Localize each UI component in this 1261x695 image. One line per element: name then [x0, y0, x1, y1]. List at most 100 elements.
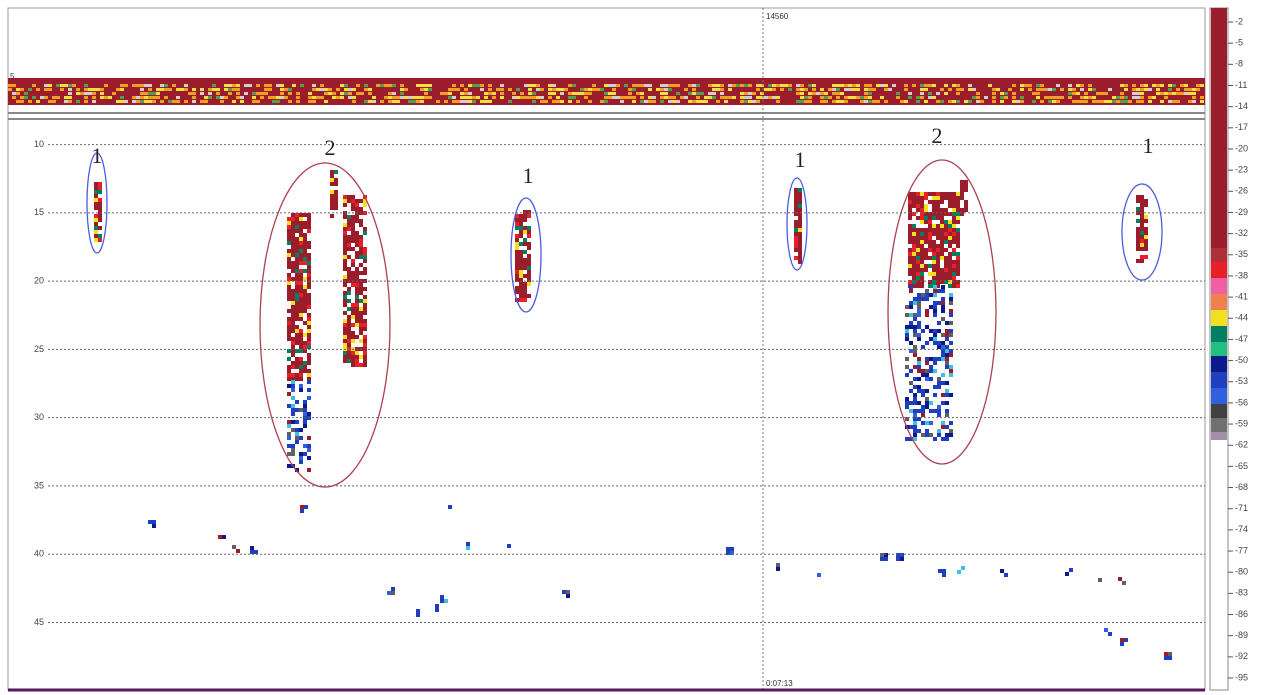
speckle — [136, 96, 140, 99]
echo — [952, 240, 956, 244]
speckle — [1016, 100, 1020, 103]
speckle — [160, 84, 164, 87]
echo — [299, 428, 303, 432]
echo — [355, 243, 359, 247]
echo — [94, 214, 98, 218]
echo — [291, 329, 295, 333]
echo — [920, 268, 924, 272]
echo — [355, 255, 359, 259]
echo — [291, 241, 295, 245]
color-bar — [1211, 8, 1227, 440]
echo — [291, 313, 295, 317]
speckle — [236, 92, 240, 95]
echo — [355, 295, 359, 299]
depth-tick-label: 10 — [34, 139, 44, 149]
echo — [287, 229, 291, 233]
echo — [527, 294, 531, 298]
echo — [924, 228, 928, 232]
speckle — [920, 84, 924, 87]
echo — [905, 397, 909, 401]
echo — [515, 234, 519, 238]
speckle — [140, 92, 144, 95]
speckle — [1128, 100, 1132, 103]
echo — [948, 268, 952, 272]
echo — [299, 237, 303, 241]
speckle — [840, 92, 844, 95]
speckle — [368, 100, 372, 103]
echo — [933, 361, 937, 365]
echo — [949, 333, 953, 337]
color-tick-label: -68 — [1235, 482, 1248, 492]
speckle — [1108, 100, 1112, 103]
echo — [929, 369, 933, 373]
echo — [928, 284, 932, 288]
speckle — [716, 100, 720, 103]
speckle — [772, 84, 776, 87]
echo — [1124, 638, 1128, 642]
echo — [936, 196, 940, 200]
speckle — [868, 84, 872, 87]
speckle — [1156, 88, 1160, 91]
speckle — [372, 96, 376, 99]
echo — [295, 225, 299, 229]
speckle — [660, 96, 664, 99]
color-tick-label: -92 — [1235, 651, 1248, 661]
echo — [250, 546, 254, 550]
speckle — [324, 88, 328, 91]
speckle — [1132, 84, 1136, 87]
echo — [218, 535, 222, 539]
speckle — [160, 88, 164, 91]
echo — [908, 224, 912, 228]
speckle — [160, 100, 164, 103]
echo — [291, 249, 295, 253]
echo — [98, 186, 102, 190]
speckle — [992, 100, 996, 103]
echo — [925, 313, 929, 317]
echo — [912, 264, 916, 268]
echo — [961, 566, 965, 570]
echo — [937, 381, 941, 385]
speckle — [660, 84, 664, 87]
echo — [343, 227, 347, 231]
echo — [900, 557, 904, 561]
speckle — [1072, 92, 1076, 95]
echo — [940, 244, 944, 248]
echo — [527, 262, 531, 266]
echo — [948, 252, 952, 256]
echo — [941, 373, 945, 377]
speckle — [688, 100, 692, 103]
speckle — [844, 84, 848, 87]
echo — [913, 401, 917, 405]
echo — [880, 553, 884, 557]
echo — [916, 276, 920, 280]
speckle — [1192, 100, 1196, 103]
echo — [912, 232, 916, 236]
speckle — [148, 84, 152, 87]
speckle — [600, 100, 604, 103]
echo — [303, 269, 307, 273]
speckle — [272, 96, 276, 99]
echo — [913, 329, 917, 333]
echo — [363, 251, 367, 255]
echo — [937, 409, 941, 413]
echo — [912, 280, 916, 284]
echo — [566, 590, 570, 594]
echo — [291, 237, 295, 241]
echo — [949, 313, 953, 317]
speckle — [428, 84, 432, 87]
speckle — [492, 92, 496, 95]
speckle — [448, 92, 452, 95]
echo — [941, 297, 945, 301]
echo — [359, 251, 363, 255]
echo — [523, 282, 527, 286]
echo — [917, 369, 921, 373]
speckle — [116, 100, 120, 103]
speckle — [228, 84, 232, 87]
speckle — [256, 92, 260, 95]
echo — [527, 226, 531, 230]
speckle — [464, 96, 468, 99]
speckle — [992, 96, 996, 99]
echo — [347, 299, 351, 303]
echo — [295, 245, 299, 249]
speckle — [1000, 96, 1004, 99]
